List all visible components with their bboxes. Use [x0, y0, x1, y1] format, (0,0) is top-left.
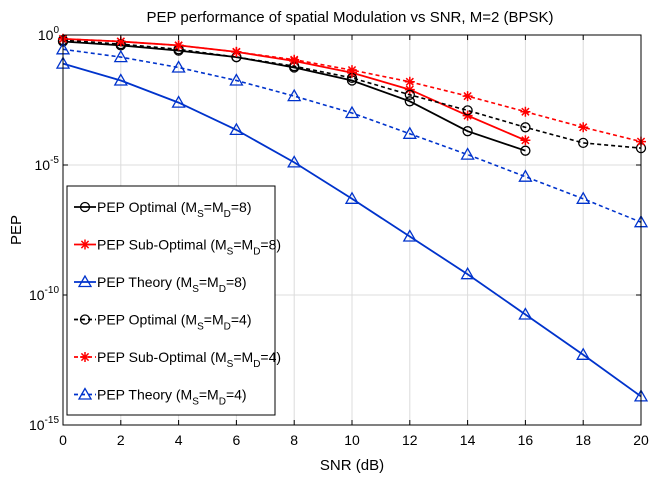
legend-swatch-marker: [79, 314, 91, 325]
series-4-point: [404, 89, 415, 100]
legend-entry-4: PEP Optimal (MS=MD=4): [74, 312, 251, 333]
series-4-point: [462, 105, 473, 116]
series-6-point: [402, 126, 417, 139]
series-5-point: [462, 91, 473, 102]
series-5-point: [578, 122, 589, 133]
x-tick-labels: 0 2 4 6 8 10 12 14 16 18 20: [59, 35, 649, 448]
series-6-point: [229, 73, 244, 86]
legend-entry-2: PEP Sub-Optimal (MS=MD=8): [74, 237, 281, 258]
series-3-point: [229, 122, 244, 136]
series-3-point: [460, 266, 475, 280]
x-tick-label: 8: [290, 432, 298, 448]
series-5-point: [289, 54, 300, 65]
series-4-point: [520, 122, 531, 133]
series-5-point: [231, 46, 242, 57]
series-6-point: [576, 191, 591, 204]
legend-swatch-marker: [77, 274, 93, 288]
series-2-point: [404, 84, 415, 95]
series-6-point: [171, 60, 186, 73]
y-tick-label: 100: [38, 25, 60, 43]
series-6-point: [113, 49, 128, 63]
x-tick-label: 12: [402, 432, 418, 448]
series-6-point: [460, 147, 475, 160]
chart-title: PEP performance of spatial Modulation vs…: [147, 9, 554, 26]
legend-box: [66, 185, 276, 416]
legend-label: PEP Optimal (MS=MD=4): [97, 312, 251, 333]
series-1-point: [462, 126, 473, 137]
series-5-point: [173, 40, 184, 51]
series-6-point: [287, 88, 302, 102]
x-tick-label: 18: [575, 432, 591, 448]
series-3: [55, 56, 649, 402]
legend-entry-5: PEP Sub-Optimal (MS=MD=4): [74, 349, 281, 370]
legend-swatch-marker: [79, 201, 91, 213]
series-4-point: [578, 137, 589, 149]
series-3-point: [344, 191, 360, 204]
series-6: [55, 41, 649, 228]
y-tick-labels: 100 10-5 10-10 10-15: [29, 25, 641, 433]
y-tick-label: 10-15: [29, 415, 59, 433]
x-tick-label: 0: [59, 432, 67, 448]
legend-swatch-marker: [80, 352, 90, 362]
series-5-point: [404, 76, 415, 87]
series-layer: [55, 33, 649, 402]
series-3-point: [171, 95, 186, 108]
series-3-point: [576, 347, 591, 360]
y-tick-label: 10-5: [35, 155, 60, 173]
y-axis-label: PEP: [8, 215, 25, 245]
series-2-point: [520, 135, 531, 146]
series-1-line: [62, 40, 526, 152]
series-2-point: [462, 110, 473, 121]
legend-entry-1: PEP Optimal (MS=MD=8): [74, 199, 251, 220]
legend-label: PEP Optimal (MS=MD=8): [97, 199, 251, 220]
legend-label: PEP Sub-Optimal (MS=MD=8): [97, 237, 281, 258]
series-3-point: [113, 73, 128, 86]
series-6-line: [62, 48, 642, 223]
series-3-line: [62, 62, 642, 398]
legend-entry-3: PEP Theory (MS=MD=8): [74, 274, 247, 295]
series-6-point: [518, 169, 533, 182]
series-6-point: [344, 105, 360, 119]
series-5-point: [115, 36, 126, 47]
legend-label: PEP Theory (MS=MD=4): [97, 387, 247, 408]
series-3-point: [287, 155, 302, 168]
legend-label: PEP Sub-Optimal (MS=MD=4): [97, 349, 281, 370]
series-5-point: [347, 65, 357, 76]
series-1-point: [404, 96, 415, 107]
legend-entry-6: PEP Theory (MS=MD=4): [74, 387, 247, 408]
x-tick-label: 14: [460, 432, 476, 448]
series-3-point: [402, 229, 417, 242]
legend: PEP Optimal (MS=MD=8) PEP Sub-Optimal (MS…: [66, 185, 281, 416]
series-1-point: [520, 145, 531, 156]
x-tick-label: 6: [233, 432, 241, 448]
legend-swatch-marker: [80, 239, 90, 250]
x-tick-label: 4: [175, 432, 183, 448]
legend-label: PEP Theory (MS=MD=8): [97, 274, 247, 295]
series-4-line: [62, 39, 642, 149]
series-3-point: [518, 307, 533, 320]
x-tick-label: 16: [518, 432, 534, 448]
x-tick-label: 10: [344, 432, 360, 448]
x-axis-label: SNR (dB): [320, 457, 384, 474]
legend-swatch-marker: [77, 387, 93, 400]
y-tick-label: 10-10: [29, 285, 59, 303]
x-tick-label: 2: [117, 432, 125, 448]
series-5-point: [520, 106, 531, 117]
x-tick-label: 20: [633, 432, 649, 448]
